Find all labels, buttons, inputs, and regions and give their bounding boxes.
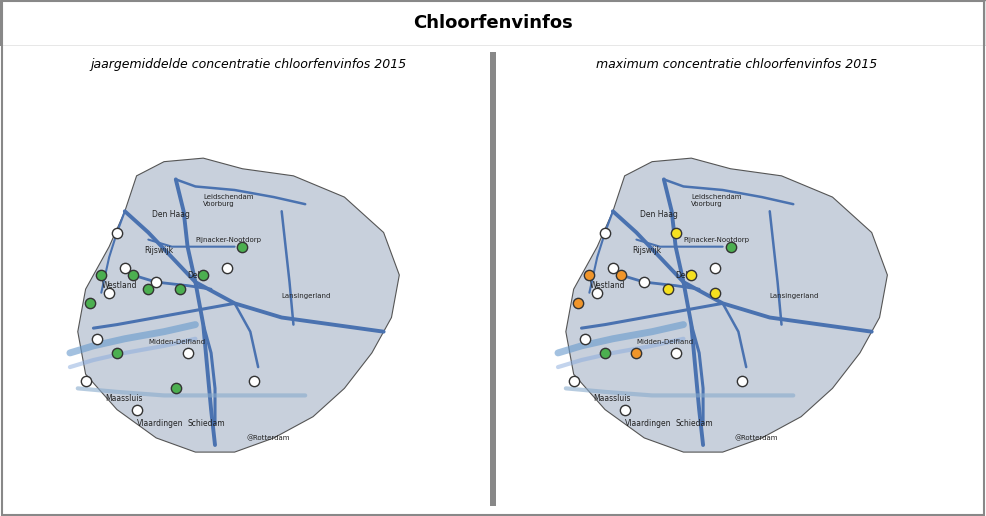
Text: Vlaardingen: Vlaardingen (625, 420, 671, 428)
Point (172, 285, 187, 293)
Point (617, 406, 633, 414)
Point (179, 349, 195, 357)
Text: Den Haag: Den Haag (640, 211, 678, 219)
Text: Den Haag: Den Haag (152, 211, 190, 219)
Point (125, 271, 141, 279)
Text: Pijnacker-Nootdorp: Pijnacker-Nootdorp (195, 237, 261, 243)
Point (140, 285, 156, 293)
Text: Vlaardingen: Vlaardingen (137, 420, 183, 428)
Point (90, 335, 106, 343)
Point (168, 384, 183, 393)
Point (735, 377, 750, 385)
Point (109, 349, 125, 357)
Point (94, 271, 109, 279)
Polygon shape (78, 158, 399, 452)
Text: @Rotterdam: @Rotterdam (735, 434, 778, 441)
Text: Midden-Delfland: Midden-Delfland (636, 340, 693, 345)
Point (598, 229, 613, 237)
Text: Delft: Delft (675, 270, 694, 280)
Text: Chloorfenvinfos: Chloorfenvinfos (413, 14, 573, 32)
Text: Westland: Westland (102, 281, 137, 290)
Point (582, 271, 598, 279)
Point (598, 349, 613, 357)
Point (235, 243, 250, 251)
Point (109, 229, 125, 237)
Point (578, 335, 594, 343)
Point (660, 285, 675, 293)
Point (683, 271, 699, 279)
Point (195, 271, 211, 279)
Point (707, 288, 723, 297)
Point (78, 377, 94, 385)
Polygon shape (566, 158, 887, 452)
Text: Delft: Delft (187, 270, 206, 280)
Text: Leidschendam
Voorburg: Leidschendam Voorburg (203, 194, 253, 207)
Text: Pijnacker-Nootdorp: Pijnacker-Nootdorp (683, 237, 749, 243)
Point (668, 229, 683, 237)
Text: Lansingerland: Lansingerland (770, 293, 819, 299)
Point (102, 288, 117, 297)
Point (613, 271, 629, 279)
Point (723, 243, 739, 251)
Point (129, 406, 145, 414)
Point (590, 288, 605, 297)
Text: Lansingerland: Lansingerland (282, 293, 331, 299)
Point (566, 377, 582, 385)
Point (570, 299, 586, 308)
Point (636, 278, 652, 286)
Text: Midden-Delfland: Midden-Delfland (148, 340, 205, 345)
Point (117, 264, 133, 272)
Point (707, 264, 723, 272)
Text: Schiedam: Schiedam (187, 420, 225, 428)
Point (605, 264, 621, 272)
Point (246, 377, 262, 385)
Point (628, 349, 644, 357)
Text: jaargemiddelde concentratie chloorfenvinfos 2015: jaargemiddelde concentratie chloorfenvin… (91, 58, 407, 71)
Text: Rijswijk: Rijswijk (632, 246, 662, 255)
Text: maximum concentratie chloorfenvinfos 2015: maximum concentratie chloorfenvinfos 201… (597, 58, 878, 71)
Point (668, 349, 683, 357)
FancyBboxPatch shape (0, 0, 986, 46)
Point (82, 299, 98, 308)
Text: Rijswijk: Rijswijk (144, 246, 174, 255)
Text: Maassluis: Maassluis (594, 394, 631, 404)
Text: Schiedam: Schiedam (675, 420, 713, 428)
Text: Westland: Westland (590, 281, 625, 290)
Text: Leidschendam
Voorburg: Leidschendam Voorburg (691, 194, 741, 207)
Point (219, 264, 235, 272)
Text: @Rotterdam: @Rotterdam (246, 434, 290, 441)
Point (148, 278, 164, 286)
Text: Maassluis: Maassluis (106, 394, 143, 404)
